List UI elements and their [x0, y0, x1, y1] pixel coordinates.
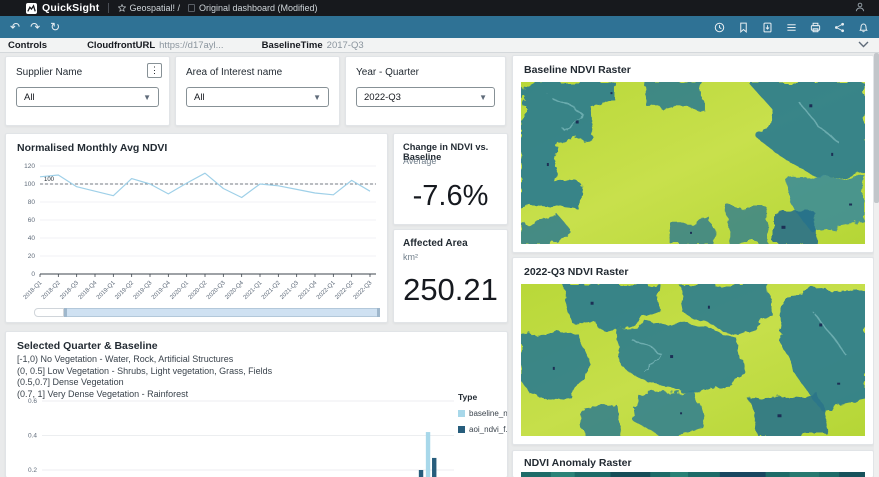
svg-text:100: 100 [44, 177, 55, 183]
bell-icon[interactable] [858, 22, 869, 33]
area-of-interest-dropdown[interactable]: All ▼ [186, 87, 329, 107]
chart-title: Normalised Monthly Avg NDVI [17, 142, 168, 154]
kpi-title: Change in NDVI vs. Baseline [403, 142, 489, 162]
panel-title: 2022-Q3 NDVI Raster [524, 266, 629, 278]
star-icon [118, 4, 127, 12]
brand-name: QuickSight [42, 2, 100, 14]
schedule-icon[interactable] [714, 22, 725, 33]
chevron-down-icon: ▼ [143, 92, 151, 102]
ndvi-histogram-chart[interactable]: 0.6 0.4 0.2 [14, 390, 460, 477]
svg-text:80: 80 [28, 199, 36, 206]
filter-card-area-of-interest: Area of Interest name All ▼ [175, 56, 340, 126]
year-quarter-dropdown[interactable]: 2022-Q3 ▼ [356, 87, 495, 107]
chevron-down-icon: ▼ [313, 92, 321, 102]
current-ndvi-raster-panel: 2022-Q3 NDVI Raster [512, 257, 874, 445]
svg-text:0: 0 [31, 271, 35, 278]
legend-title: Type [458, 392, 478, 402]
redo-icon[interactable]: ↷ [30, 20, 41, 34]
kpi-affected-area: Affected Area km² 250.21 [393, 229, 508, 323]
baseline-ndvi-raster-panel: Baseline NDVI Raster [512, 55, 874, 253]
legend-swatch [458, 426, 465, 433]
top-app-bar: QuickSight Geospatial! / Original dashbo… [0, 0, 879, 16]
page-title: Original dashboard (Modified) [187, 3, 318, 13]
range-handle-left[interactable] [64, 308, 67, 317]
refresh-icon[interactable]: ↻ [50, 20, 61, 34]
kpi-value: -7.6% [412, 180, 489, 212]
ndvi-line-chart[interactable]: 0204060801001201002018-Q12018-Q22018-Q32… [10, 156, 382, 306]
chevron-down-icon: ▼ [479, 92, 487, 102]
dashboard-icon [187, 4, 195, 12]
svg-text:20: 20 [28, 253, 36, 260]
controls-label: Controls [8, 39, 48, 51]
print-icon[interactable] [810, 22, 821, 33]
controls-bar: Controls CloudfrontURL https://d17ayl...… [0, 38, 879, 53]
filter-label: Area of Interest name [186, 67, 283, 78]
panel-title: NDVI Anomaly Raster [524, 457, 632, 469]
download-icon[interactable] [762, 22, 773, 33]
panel-title: Baseline NDVI Raster [524, 64, 631, 76]
page-scrollbar-thumb[interactable] [874, 53, 879, 203]
quicksight-logo-icon[interactable] [26, 2, 37, 14]
chart-legend: Type baseline_n... aoi_ndvi_f... [458, 392, 507, 441]
collapse-controls-chevron-icon[interactable] [858, 40, 869, 51]
filter-menu-kebab-icon[interactable]: ⋮ [147, 63, 162, 78]
ndvi-class-notes: [-1,0) No Vegetation - Water, Rock, Arti… [17, 354, 273, 399]
control-baselinetime[interactable]: BaselineTime 2017-Q3 [261, 39, 364, 51]
supplier-name-dropdown[interactable]: All ▼ [16, 87, 159, 107]
kpi-value: 250.21 [403, 272, 498, 307]
ndvi-anomaly-raster-image[interactable] [521, 472, 865, 477]
bookmark-icon[interactable] [738, 22, 749, 33]
current-ndvi-raster-image[interactable] [521, 284, 865, 436]
breadcrumb[interactable]: Geospatial! / [118, 3, 180, 13]
svg-text:0.6: 0.6 [28, 398, 37, 405]
range-unselected[interactable] [34, 308, 64, 317]
line-chart-panel: Normalised Monthly Avg NDVI 0 20 40 60 80 100… [5, 133, 388, 323]
range-handle-right[interactable] [377, 308, 380, 317]
kpi-subtitle: km² [403, 252, 418, 262]
chart-title: Selected Quarter & Baseline [17, 340, 158, 352]
date-range-scrollbar[interactable] [34, 308, 380, 317]
svg-text:40: 40 [28, 235, 36, 242]
rows-icon[interactable] [786, 22, 797, 33]
legend-item-aoi[interactable]: aoi_ndvi_f... [458, 425, 507, 434]
kpi-subtitle: Average [403, 156, 437, 166]
dashboard-toolbar: ↶ ↷ ↻ [0, 16, 879, 38]
svg-text:2022-Q3: 2022-Q3 [353, 280, 374, 301]
kpi-change-in-ndvi: Change in NDVI vs. Baseline Average -7.6… [393, 133, 508, 225]
filter-label: Supplier Name [16, 67, 83, 78]
user-icon [855, 2, 865, 12]
svg-text:100: 100 [24, 181, 35, 188]
svg-text:60: 60 [28, 217, 36, 224]
histogram-panel: Selected Quarter & Baseline [-1,0) No Ve… [5, 331, 508, 477]
svg-text:0.2: 0.2 [28, 467, 37, 474]
filter-card-supplier-name: Supplier Name ⋮ All ▼ [5, 56, 170, 126]
share-icon[interactable] [834, 22, 845, 33]
undo-icon[interactable]: ↶ [10, 20, 21, 34]
kpi-title: Affected Area [403, 238, 468, 249]
page-scrollbar[interactable] [874, 53, 879, 477]
control-cloudfronturl[interactable]: CloudfrontURL https://d17ayl... [87, 39, 224, 51]
svg-text:120: 120 [24, 163, 35, 170]
legend-swatch [458, 410, 465, 417]
divider [108, 3, 110, 13]
ndvi-anomaly-raster-panel: NDVI Anomaly Raster [512, 450, 874, 477]
range-selected[interactable] [64, 308, 380, 317]
baseline-ndvi-raster-image[interactable] [521, 82, 865, 244]
user-menu[interactable] [855, 0, 865, 17]
svg-text:0.4: 0.4 [28, 433, 37, 440]
filter-label: Year - Quarter [356, 67, 419, 78]
legend-item-baseline[interactable]: baseline_n... [458, 409, 507, 418]
filter-card-year-quarter: Year - Quarter 2022-Q3 ▼ [345, 56, 506, 126]
